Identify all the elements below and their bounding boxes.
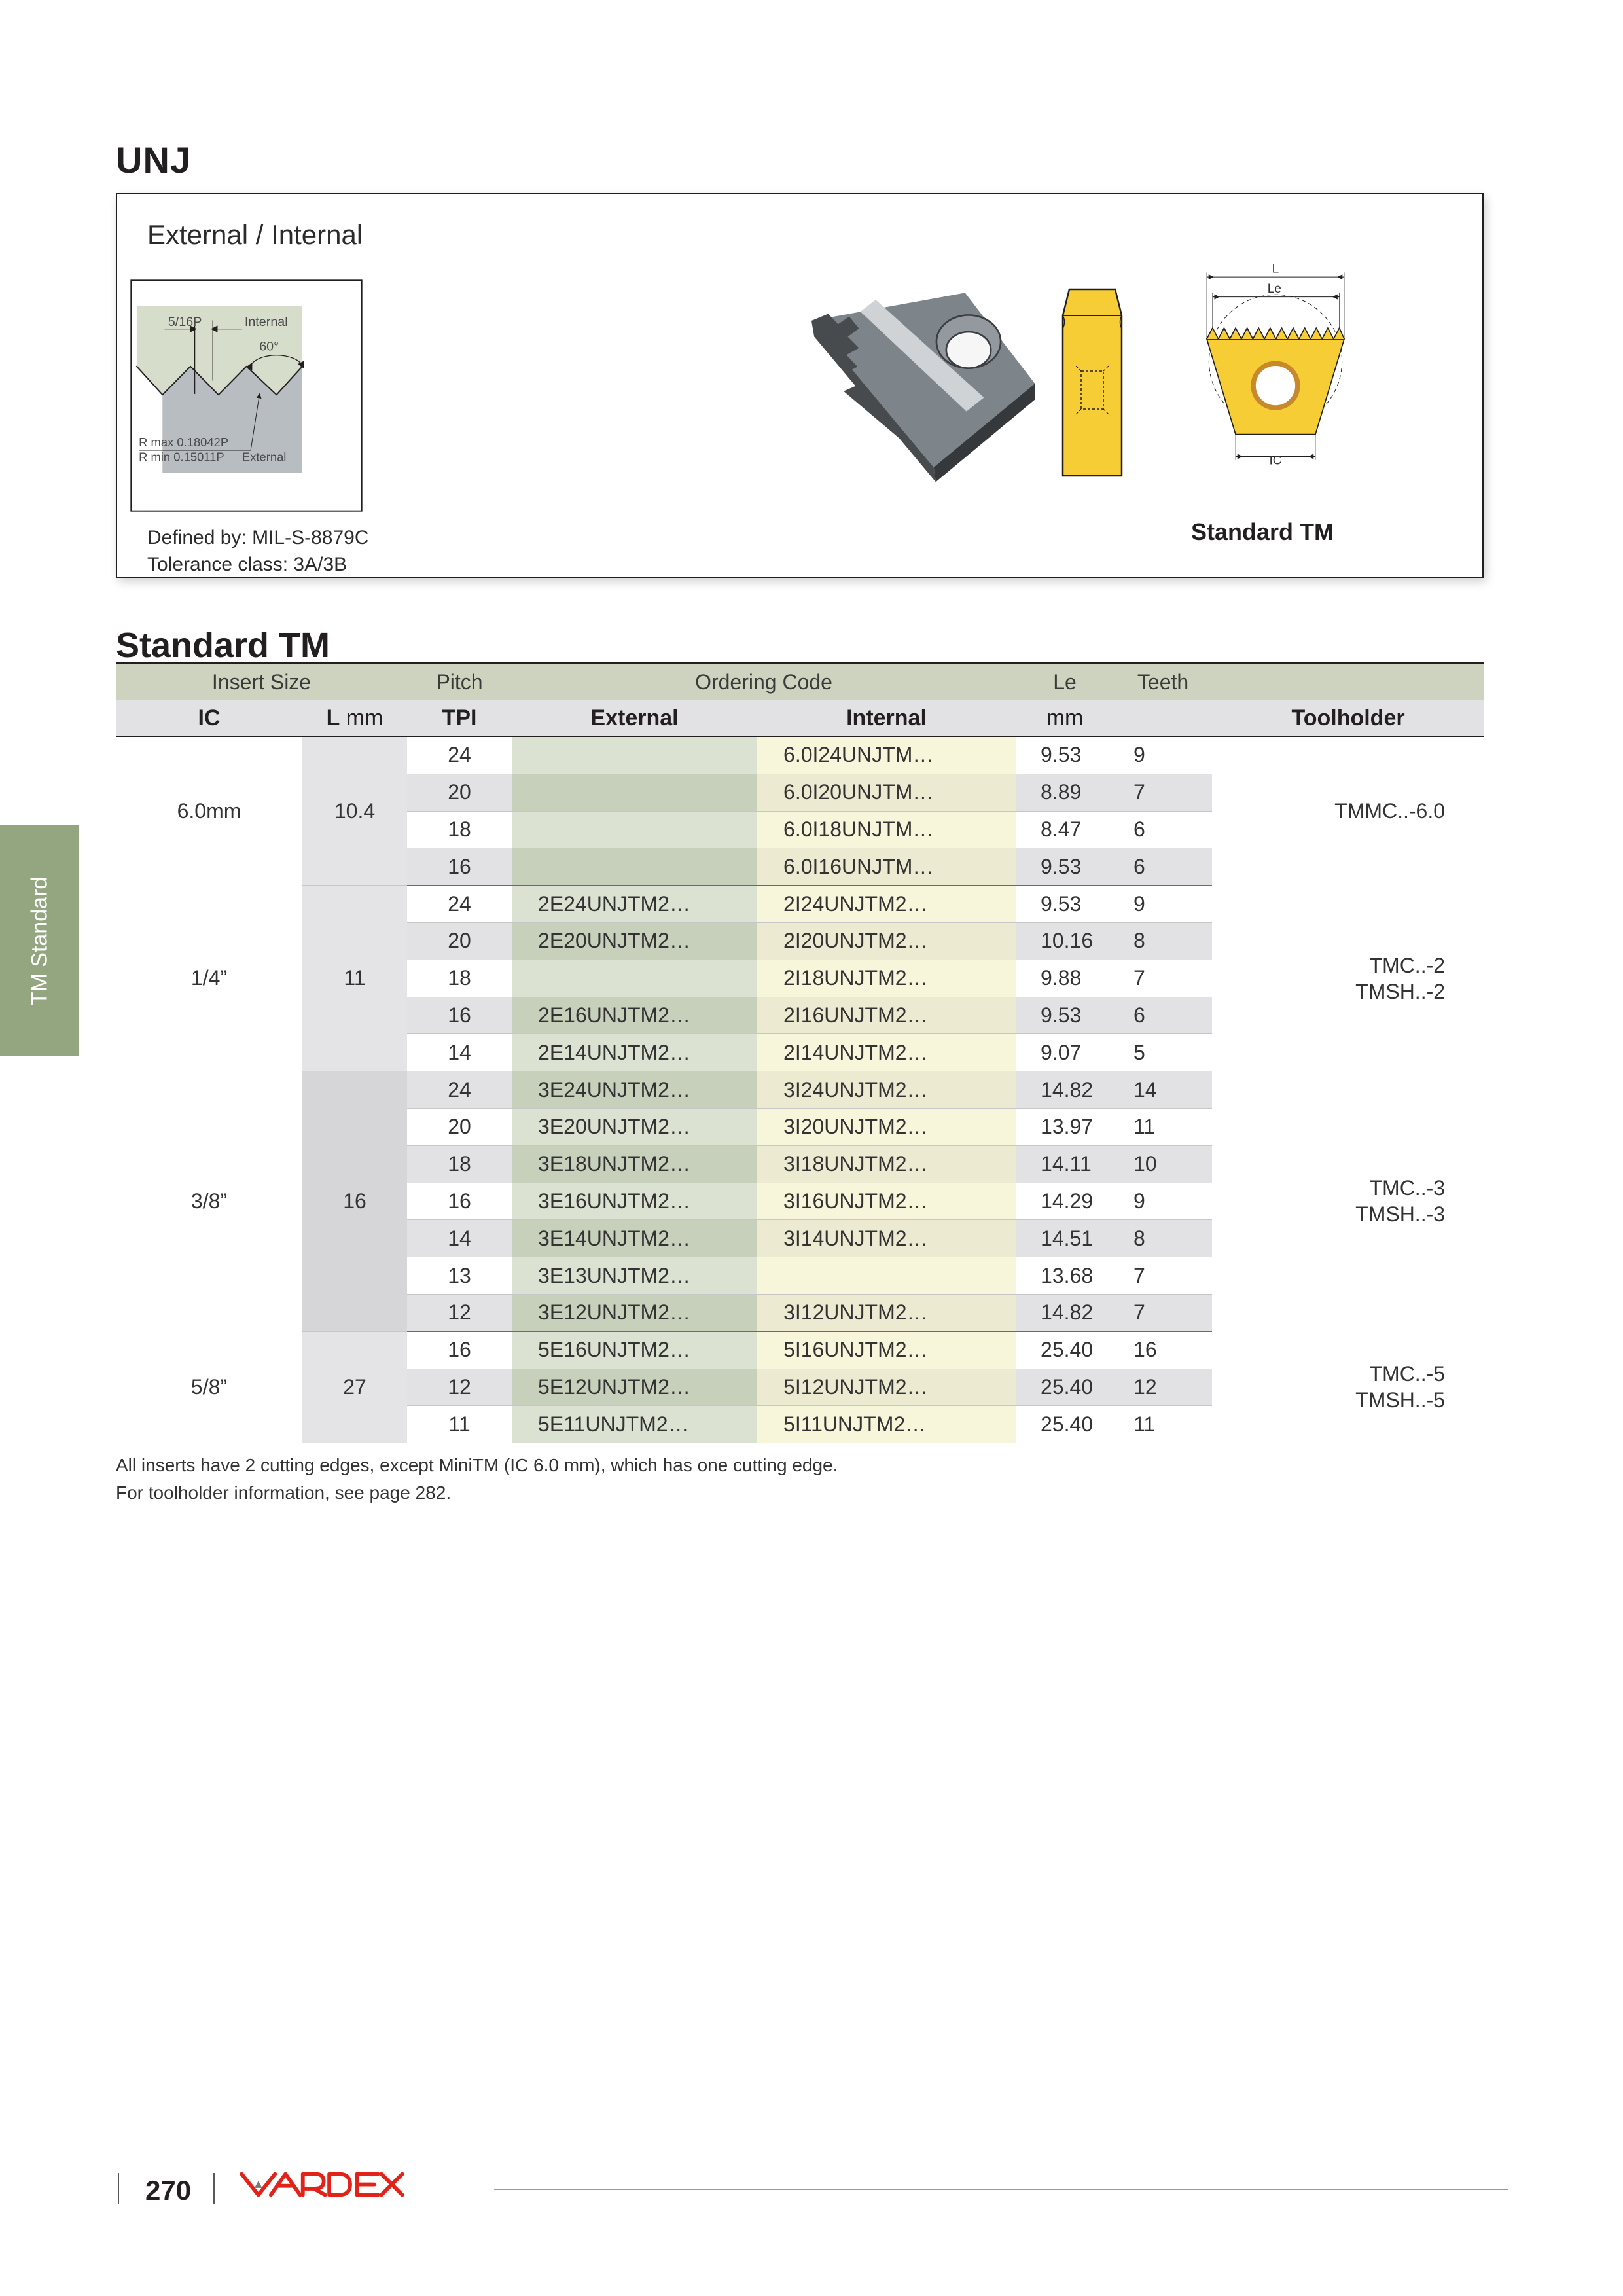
svg-text:IC: IC [1270, 454, 1282, 468]
svg-text:60°: 60° [259, 339, 279, 353]
svg-text:L: L [1272, 262, 1279, 276]
svg-text:Le: Le [1268, 282, 1281, 296]
svg-text:5/16P: 5/16P [168, 315, 202, 329]
svg-text:External: External [242, 450, 286, 463]
svg-text:R min 0.15011P: R min 0.15011P [139, 450, 224, 463]
svg-text:Internal: Internal [245, 315, 288, 329]
svg-text:R max 0.18042P: R max 0.18042P [139, 435, 228, 449]
